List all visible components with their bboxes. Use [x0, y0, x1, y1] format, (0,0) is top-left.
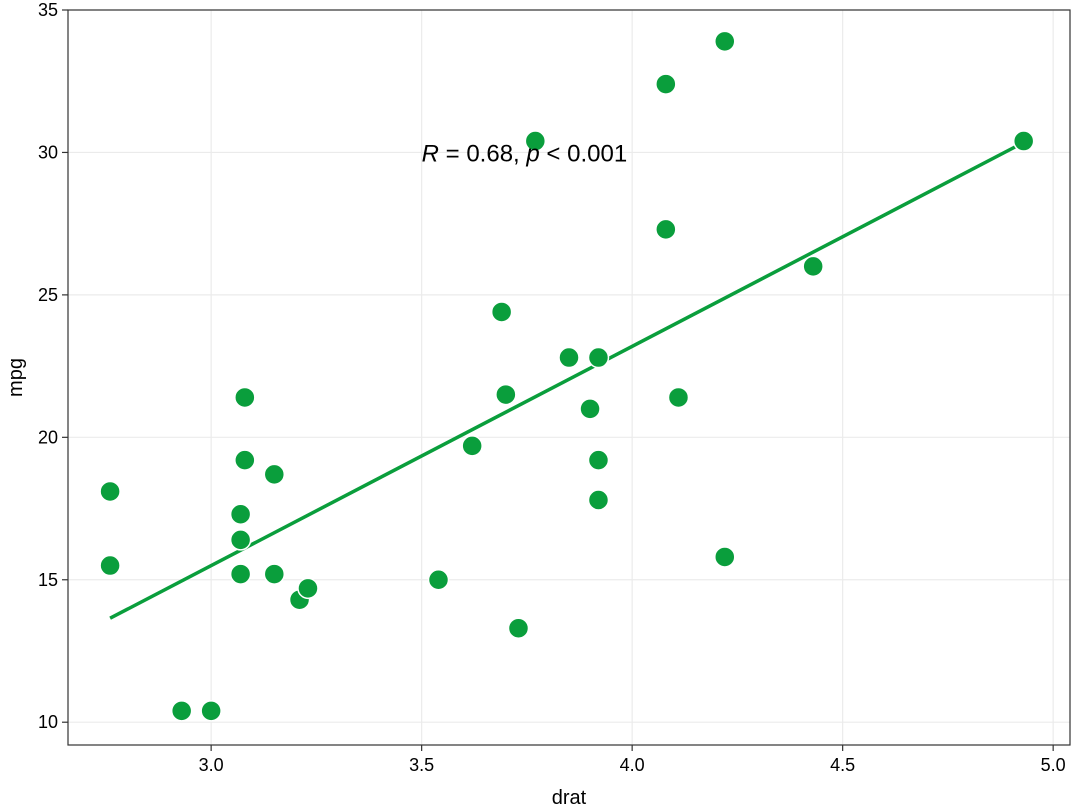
data-point-31: [667, 386, 690, 409]
tick-labels: 3.0 3.5 4.0 4.5 5.0 10 15 20 25 30 35: [38, 0, 1066, 775]
data-point-1: [579, 398, 601, 420]
p-value: < 0.001: [540, 140, 627, 167]
data-point-24: [234, 449, 256, 471]
y-tick-label-5: 35: [38, 0, 58, 20]
p-symbol: p: [525, 140, 539, 167]
data-point-25: [655, 218, 677, 241]
data-point-5: [99, 480, 121, 503]
data-point-22: [263, 563, 286, 585]
r-value: = 0.68,: [439, 140, 526, 167]
correlation-annotation: R = 0.68, p < 0.001: [422, 140, 628, 167]
y-axis-title: mpg: [5, 358, 27, 397]
data-point-19: [714, 30, 736, 53]
data-points: [99, 30, 1035, 722]
data-point-10: [587, 489, 610, 511]
data-point-28: [714, 546, 736, 568]
y-tick-label-2: 20: [38, 427, 58, 447]
data-point-9: [587, 449, 610, 471]
regression-line-layer: [109, 140, 1025, 620]
data-point-16: [297, 577, 319, 600]
x-tick-label-1: 3.5: [409, 755, 434, 775]
data-point-18: [1012, 130, 1035, 152]
y-tick-label-1: 15: [38, 570, 58, 590]
x-tick-label-2: 4.0: [620, 755, 645, 775]
data-point-2: [558, 346, 580, 369]
data-point-30: [427, 569, 450, 591]
regression-line: [109, 140, 1025, 620]
y-tick-label-3: 25: [38, 285, 58, 305]
y-tick-label-4: 30: [38, 142, 58, 162]
data-point-12: [229, 503, 252, 525]
data-point-21: [99, 554, 121, 577]
x-tick-label-0: 3.0: [199, 755, 224, 775]
data-point-17: [655, 73, 677, 95]
plot-panel-border: [67, 9, 1071, 746]
axis-ticks: [62, 9, 1054, 751]
data-point-11: [229, 529, 252, 551]
data-point-27: [524, 130, 547, 152]
data-point-7: [490, 301, 513, 323]
data-point-4: [263, 463, 286, 486]
data-point-26: [802, 255, 824, 278]
data-point-20: [495, 383, 517, 406]
data-point-14: [170, 700, 193, 722]
data-point-8: [587, 346, 610, 369]
x-tick-label-4: 5.0: [1041, 755, 1066, 775]
data-point-15: [200, 700, 222, 722]
r-symbol: R: [422, 140, 439, 167]
x-axis-title: drat: [552, 787, 587, 809]
data-point-29: [461, 435, 483, 457]
y-tick-label-0: 10: [38, 712, 58, 732]
x-tick-label-3: 4.5: [830, 755, 855, 775]
data-point-23: [507, 617, 530, 639]
data-point-13: [229, 563, 252, 585]
data-point-3: [234, 386, 256, 409]
